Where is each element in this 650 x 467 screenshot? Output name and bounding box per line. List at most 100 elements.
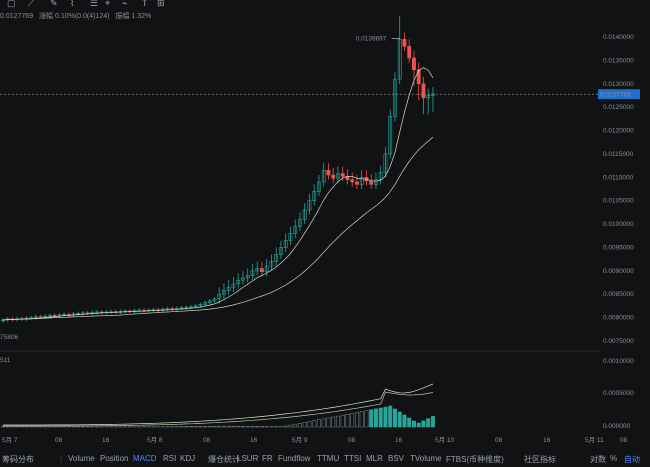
macd-histogram-bar bbox=[212, 425, 217, 428]
indicator-tab-fr[interactable]: FR bbox=[262, 454, 273, 463]
indicator-tab-bsv[interactable]: BSV bbox=[388, 454, 405, 463]
time-tick-label: 5月 9 bbox=[292, 436, 308, 444]
indicator-tab-ttmu[interactable]: TTMU bbox=[317, 454, 340, 463]
line-tool-icon[interactable]: ⟋ bbox=[28, 0, 35, 8]
macd-histogram-bar bbox=[302, 422, 307, 428]
candle-body bbox=[421, 83, 426, 99]
indicator-tab-volume[interactable]: Volume bbox=[68, 454, 95, 463]
candle-body bbox=[231, 283, 236, 288]
macd-histogram-bar bbox=[288, 424, 293, 428]
indicator-tab-mlr[interactable]: MLR bbox=[366, 454, 383, 463]
candle-body bbox=[184, 307, 189, 309]
ma-fast-line bbox=[2, 67, 434, 321]
macd-histogram-bar bbox=[29, 425, 34, 428]
macd-histogram-bar bbox=[5, 426, 10, 428]
candle-body bbox=[321, 169, 326, 183]
time-tick-label: 5月 7 bbox=[2, 436, 18, 444]
macd-histogram-bar bbox=[373, 408, 378, 428]
macd-histogram-bar bbox=[426, 418, 431, 428]
candle-body bbox=[38, 316, 43, 318]
ruler-icon[interactable]: ⌁ bbox=[122, 0, 128, 8]
fib-tool-icon[interactable]: ☰ bbox=[90, 0, 99, 8]
candle-body bbox=[217, 293, 222, 300]
macd-histogram-bar bbox=[421, 420, 426, 428]
macd-histogram-bar bbox=[411, 420, 416, 428]
candle-body bbox=[359, 177, 364, 185]
macd-histogram-bar bbox=[245, 425, 250, 428]
path-tool-icon[interactable]: ⌇ bbox=[70, 0, 75, 8]
macd-histogram-bar bbox=[392, 408, 397, 428]
time-tick-label: 08 bbox=[495, 437, 503, 444]
candle-body bbox=[207, 300, 212, 303]
current-price-text: 0.0127769 bbox=[0, 13, 34, 20]
candle-body bbox=[383, 153, 388, 173]
price-tick-label: 0.0100000 bbox=[603, 221, 634, 228]
brush-icon[interactable]: ✎ bbox=[50, 0, 58, 8]
percent-scale-toggle[interactable]: % bbox=[610, 454, 618, 463]
macd-histogram-bar bbox=[250, 426, 255, 428]
indicator-tab-lsur[interactable]: LSUR bbox=[237, 454, 259, 463]
auto-scale-toggle[interactable]: 自动 bbox=[624, 455, 640, 464]
measure-icon[interactable]: ⊞ bbox=[157, 0, 165, 8]
indicator-tab-position[interactable]: Position bbox=[100, 454, 129, 463]
time-tick-label: 5月 10 bbox=[435, 436, 455, 444]
indicator-tab-ftbs-[interactable]: FTBS(币种维度) bbox=[446, 455, 504, 464]
separator: | bbox=[60, 454, 63, 463]
candle-body bbox=[355, 181, 359, 185]
candle-body bbox=[340, 173, 345, 177]
candle-body bbox=[264, 265, 269, 273]
macd-histogram-bar bbox=[345, 413, 350, 428]
candle-body bbox=[426, 95, 431, 99]
candle-body bbox=[81, 312, 85, 315]
candle-body bbox=[374, 179, 378, 185]
pattern-tool-icon[interactable]: ⌖ bbox=[105, 0, 111, 8]
price-tick-label: 0.0140000 bbox=[603, 34, 634, 41]
text-tool-icon[interactable]: T bbox=[142, 0, 148, 8]
macd-histogram-bar bbox=[359, 411, 364, 428]
macd-histogram-bar bbox=[207, 425, 212, 428]
community-indicators-button[interactable]: 社区指标 bbox=[524, 455, 556, 464]
drawing-toolbar: ▢ ⟋ ✎ ⌇ ☰ ⌖ ⌁ T ⊞ bbox=[0, 0, 650, 9]
macd-histogram-bar bbox=[369, 409, 374, 428]
macd-tick-label: 0.0010000 bbox=[603, 358, 634, 365]
candle-body bbox=[250, 270, 255, 276]
macd-histogram-bar bbox=[397, 411, 402, 428]
indicator-tab-kdj[interactable]: KDJ bbox=[180, 454, 196, 463]
price-tick-label: 0.0095000 bbox=[603, 244, 634, 251]
log-scale-toggle[interactable]: 对数 bbox=[590, 455, 606, 464]
price-tick-label: 0.0120000 bbox=[603, 128, 634, 135]
time-tick-label: 16 bbox=[543, 437, 551, 444]
macd-histogram-bar bbox=[364, 410, 369, 428]
chip-distribution-tab[interactable]: 筹码分布 bbox=[2, 455, 34, 464]
macd-histogram-bar bbox=[293, 423, 298, 428]
crosshair-icon[interactable]: ▢ bbox=[7, 0, 16, 8]
macd-histogram-bar bbox=[236, 425, 241, 428]
macd-histogram-bar bbox=[416, 422, 421, 428]
indicator-tab-ttsi[interactable]: TTSI bbox=[344, 454, 362, 463]
price-tick-label: 0.0115000 bbox=[603, 151, 634, 158]
candle-body bbox=[212, 298, 217, 302]
candle-body bbox=[222, 290, 226, 295]
indicator-tab-rsi[interactable]: RSI bbox=[163, 454, 177, 463]
candle-body bbox=[95, 311, 99, 314]
indicator-tab-macd[interactable]: MACD bbox=[133, 454, 157, 463]
candle-body bbox=[331, 174, 336, 179]
candle-body bbox=[288, 233, 293, 241]
candle-body bbox=[203, 302, 208, 305]
macd-histogram-bar bbox=[264, 426, 269, 428]
candle-body bbox=[378, 172, 383, 180]
macd-histogram-bar bbox=[231, 425, 236, 428]
time-tick-label: 16 bbox=[250, 437, 258, 444]
candle-body bbox=[255, 268, 260, 272]
macd-tick-label: 0.000000 bbox=[603, 423, 630, 430]
candle-body bbox=[388, 116, 393, 155]
candle-body bbox=[336, 173, 340, 179]
indicator-tab-fundflow[interactable]: Fundflow bbox=[278, 454, 311, 463]
macd-histogram-bar bbox=[407, 417, 412, 428]
macd-signal-line bbox=[3, 391, 434, 427]
change-text: 涨幅 0.10%(0.0(4)124) bbox=[39, 13, 110, 20]
indicator-tab-tvolume[interactable]: TVolume bbox=[410, 454, 442, 463]
indicator-tab--[interactable]: 爆仓统计 bbox=[208, 455, 240, 464]
candle-body bbox=[245, 275, 250, 279]
